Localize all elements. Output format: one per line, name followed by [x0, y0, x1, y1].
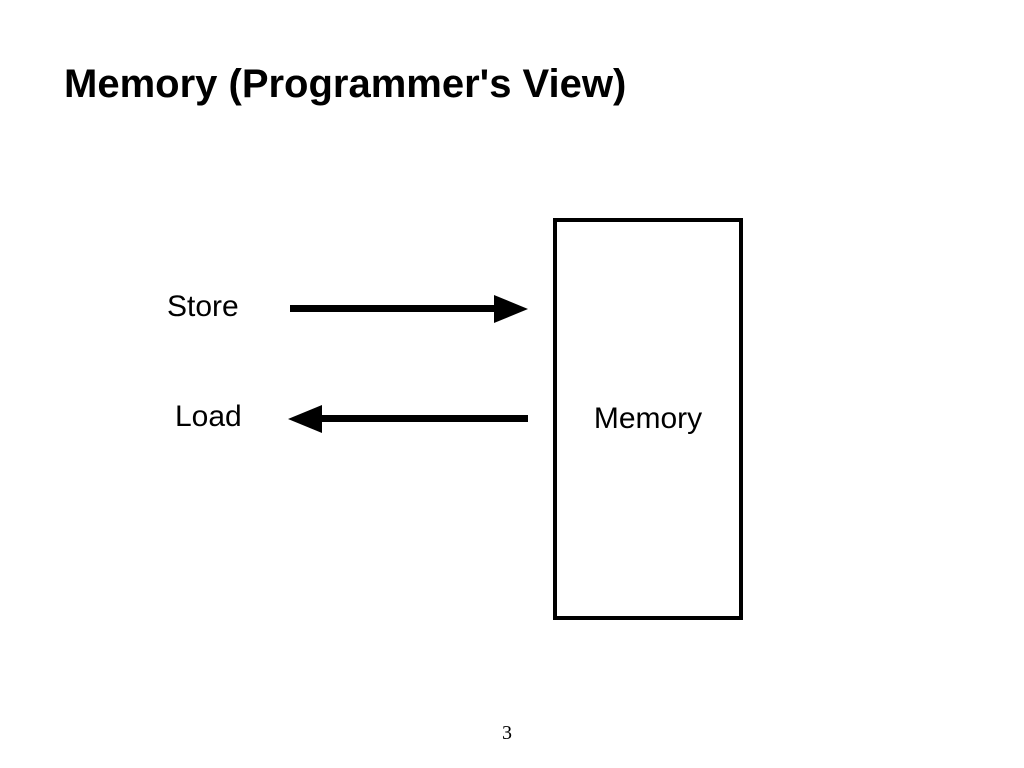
load-label: Load — [175, 400, 242, 434]
load-arrow-shaft — [316, 415, 528, 422]
page-number: 3 — [502, 722, 512, 745]
memory-box: Memory — [553, 218, 743, 620]
store-arrow-shaft — [290, 305, 500, 312]
memory-box-label: Memory — [594, 402, 702, 436]
store-arrow-head-icon — [494, 295, 528, 323]
slide-title: Memory (Programmer's View) — [64, 62, 626, 107]
load-arrow-head-icon — [288, 405, 322, 433]
store-label: Store — [167, 290, 239, 324]
